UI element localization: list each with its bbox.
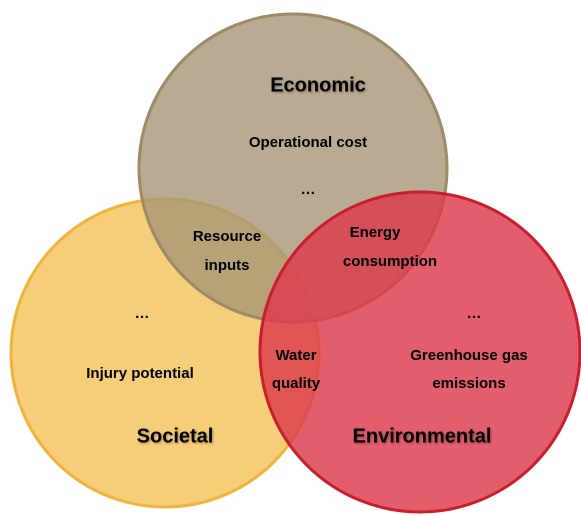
region-label: Injury potential <box>86 365 194 382</box>
region-label: inputs <box>205 257 250 274</box>
environmental-circle <box>258 190 581 514</box>
region-label: Resource <box>193 228 261 245</box>
circle-title: Societal <box>137 425 214 447</box>
region-label: … <box>467 305 482 322</box>
region-label: Water <box>275 347 316 364</box>
region-label: Operational cost <box>249 134 367 151</box>
region-label: quality <box>272 375 321 392</box>
region-label: Greenhouse gas <box>410 347 528 364</box>
circle-title: Environmental <box>353 425 492 447</box>
region-label: Energy <box>350 224 402 241</box>
circle-title: Economic <box>270 74 366 96</box>
region-label: … <box>135 305 150 322</box>
region-label: emissions <box>432 375 505 392</box>
region-label: … <box>301 181 316 198</box>
region-label: consumption <box>343 253 437 270</box>
